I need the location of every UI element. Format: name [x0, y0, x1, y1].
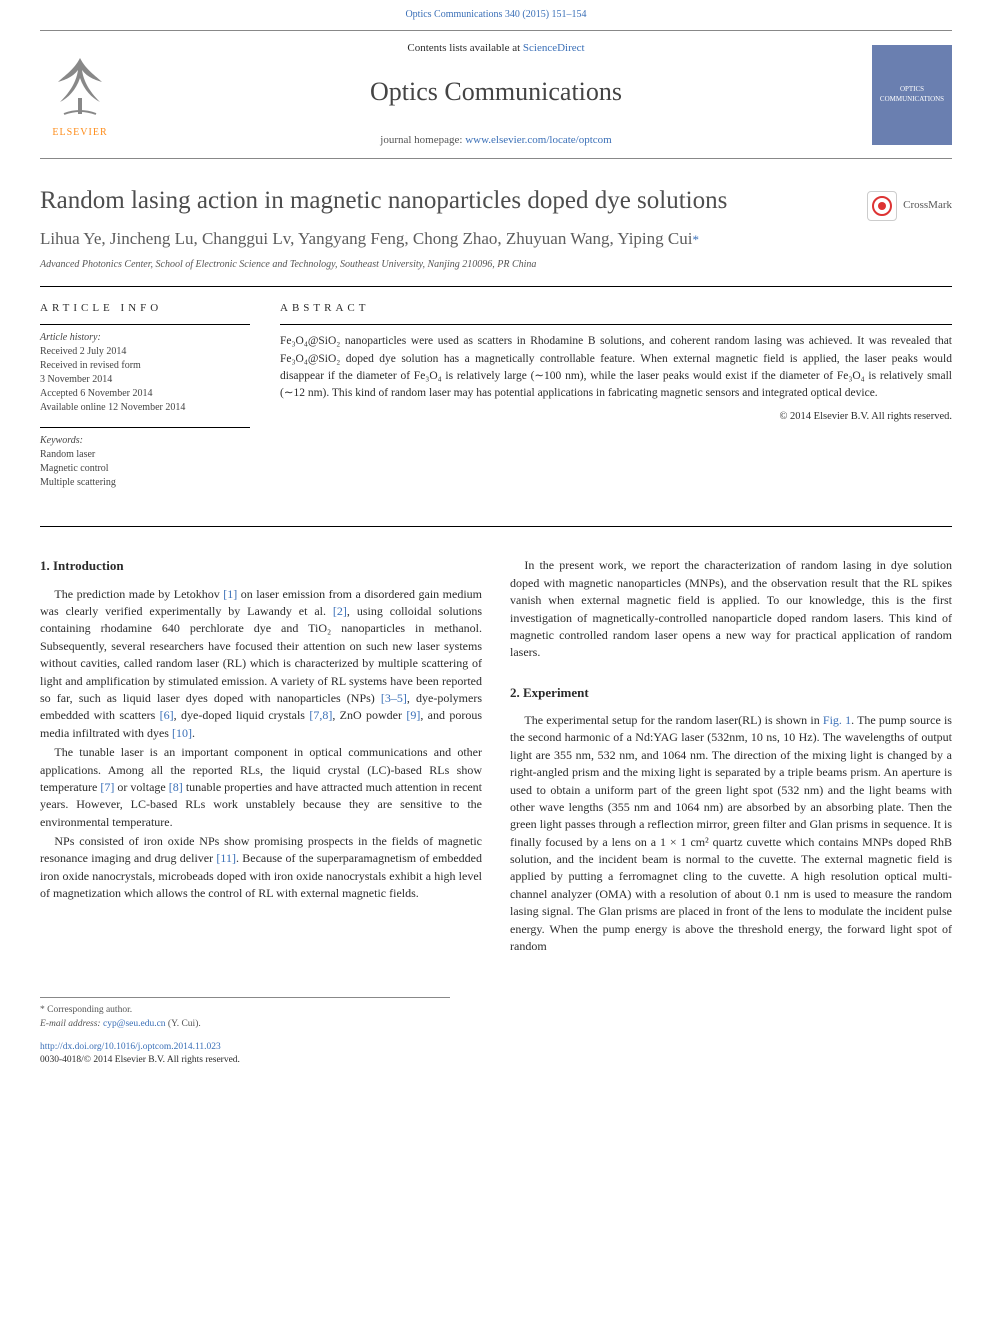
history-label: Article history:: [40, 331, 250, 345]
cite-link[interactable]: [3–5]: [381, 691, 407, 705]
history-item: Received 2 July 2014: [40, 345, 250, 359]
section-1-heading: 1. Introduction: [40, 557, 482, 575]
keywords-label: Keywords:: [40, 434, 250, 448]
doi-link[interactable]: http://dx.doi.org/10.1016/j.optcom.2014.…: [40, 1042, 221, 1052]
issn-line: 0030-4018/© 2014 Elsevier B.V. All right…: [40, 1054, 952, 1067]
abstract-head: ABSTRACT: [280, 301, 952, 316]
article-block: Random lasing action in magnetic nanopar…: [40, 187, 952, 527]
abstract-col: ABSTRACT Fe₃O₄@SiO₂ nanoparticles were u…: [280, 301, 952, 502]
cover-thumbnail: OPTICS COMMUNICATIONS: [872, 45, 952, 145]
abstract-text: Fe₃O₄@SiO₂ nanoparticles were used as sc…: [280, 333, 952, 402]
sciencedirect-link[interactable]: ScienceDirect: [523, 42, 585, 54]
cite-link[interactable]: [9]: [406, 708, 420, 722]
homepage-line: journal homepage: www.elsevier.com/locat…: [120, 133, 872, 148]
history-item: Available online 12 November 2014: [40, 401, 250, 415]
s2-p1: The experimental setup for the random la…: [510, 712, 952, 955]
article-title: Random lasing action in magnetic nanopar…: [40, 187, 727, 216]
section-2-heading: 2. Experiment: [510, 684, 952, 702]
homepage-pre: journal homepage:: [380, 134, 465, 146]
cite-link[interactable]: [10]: [172, 726, 192, 740]
affiliation: Advanced Photonics Center, School of Ele…: [40, 258, 952, 287]
journal-citation-link[interactable]: Optics Communications 340 (2015) 151–154: [405, 9, 586, 20]
history-item: Accepted 6 November 2014: [40, 387, 250, 401]
doi-block: http://dx.doi.org/10.1016/j.optcom.2014.…: [40, 1041, 952, 1068]
cover-words: OPTICS COMMUNICATIONS: [872, 81, 952, 109]
article-info-head: ARTICLE INFO: [40, 301, 250, 316]
cite-link[interactable]: [11]: [216, 851, 236, 865]
keyword: Random laser: [40, 448, 250, 462]
contents-pre: Contents lists available at: [407, 42, 522, 54]
left-column: 1. Introduction The prediction made by L…: [40, 557, 482, 957]
email-post: (Y. Cui).: [166, 1019, 201, 1029]
cite-link[interactable]: [2]: [333, 604, 347, 618]
corr-author-note: * Corresponding author.: [40, 1004, 450, 1017]
contents-line: Contents lists available at ScienceDirec…: [120, 41, 872, 56]
cite-link[interactable]: [8]: [169, 780, 183, 794]
footnotes: * Corresponding author. E-mail address: …: [40, 997, 450, 1031]
journal-title: Optics Communications: [120, 74, 872, 110]
s1-p2: The tunable laser is an important compon…: [40, 744, 482, 831]
cite-link[interactable]: [6]: [160, 708, 174, 722]
authors: Lihua Ye, Jincheng Lu, Changgui Lv, Yang…: [40, 228, 952, 250]
keyword: Magnetic control: [40, 462, 250, 476]
crossmark-icon: [867, 191, 897, 221]
s1-p3: NPs consisted of iron oxide NPs show pro…: [40, 833, 482, 903]
elsevier-logo: ELSEVIER: [40, 50, 120, 140]
abstract-copyright: © 2014 Elsevier B.V. All rights reserved…: [280, 410, 952, 425]
elsevier-word: ELSEVIER: [52, 126, 107, 140]
crossmark-label: CrossMark: [903, 198, 952, 213]
body-columns: 1. Introduction The prediction made by L…: [40, 557, 952, 957]
meta-abstract-row: ARTICLE INFO Article history: Received 2…: [40, 301, 952, 527]
email-link[interactable]: cyp@seu.edu.cn: [103, 1019, 166, 1029]
email-label: E-mail address:: [40, 1019, 103, 1029]
s1-p1: The prediction made by Letokhov [1] on l…: [40, 586, 482, 743]
header-center: Contents lists available at ScienceDirec…: [120, 41, 872, 148]
cite-link[interactable]: [7,8]: [309, 708, 332, 722]
fig-link[interactable]: Fig. 1: [823, 713, 851, 727]
elsevier-tree-icon: [44, 50, 116, 122]
cite-link[interactable]: [1]: [223, 587, 237, 601]
email-line: E-mail address: cyp@seu.edu.cn (Y. Cui).: [40, 1018, 450, 1031]
history-item: Received in revised form: [40, 359, 250, 373]
history-item: 3 November 2014: [40, 373, 250, 387]
crossmark[interactable]: CrossMark: [867, 191, 952, 221]
cite-link[interactable]: [7]: [100, 780, 114, 794]
homepage-link[interactable]: www.elsevier.com/locate/optcom: [465, 134, 612, 146]
authors-list: Lihua Ye, Jincheng Lu, Changgui Lv, Yang…: [40, 229, 692, 248]
s1-p4: In the present work, we report the chara…: [510, 557, 952, 661]
right-column: In the present work, we report the chara…: [510, 557, 952, 957]
article-info: ARTICLE INFO Article history: Received 2…: [40, 301, 250, 502]
corr-marker[interactable]: *: [692, 232, 699, 247]
header-bar: ELSEVIER Contents lists available at Sci…: [40, 30, 952, 159]
journal-citation-line: Optics Communications 340 (2015) 151–154: [0, 0, 992, 30]
keyword: Multiple scattering: [40, 476, 250, 490]
